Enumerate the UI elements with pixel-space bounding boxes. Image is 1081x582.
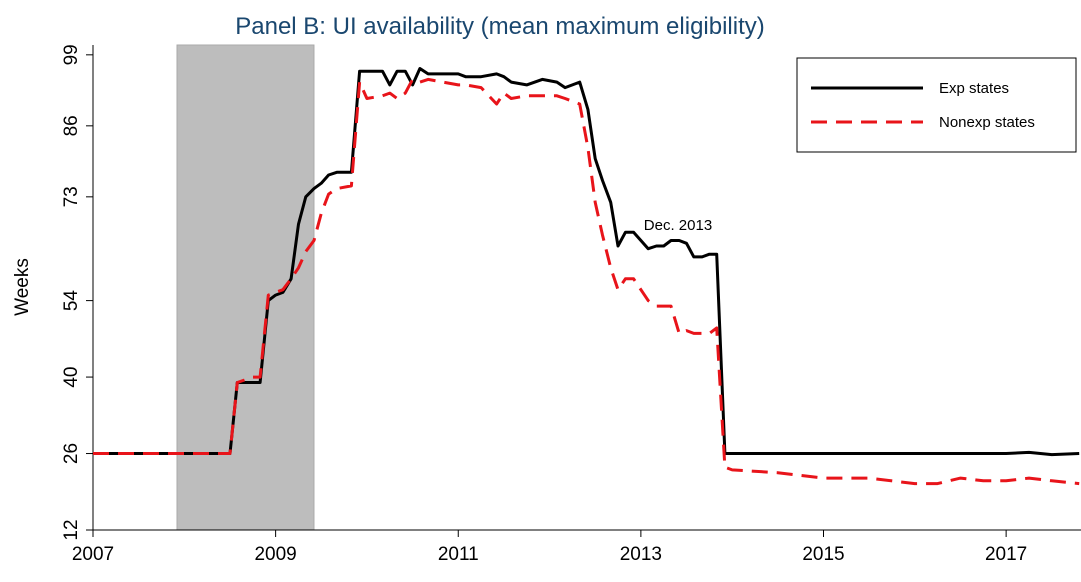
y-axis-label: Weeks bbox=[12, 258, 33, 316]
annotation: Dec. 2013 bbox=[644, 217, 712, 234]
y-tick-label: 40 bbox=[61, 367, 82, 388]
y-tick-label: 73 bbox=[61, 186, 82, 207]
series-line bbox=[93, 77, 1080, 486]
y-tick-label: 12 bbox=[61, 519, 82, 540]
x-tick-label: 2009 bbox=[254, 544, 296, 565]
legend-label: Nonexp states bbox=[939, 114, 1035, 131]
x-tick-label: 2007 bbox=[72, 544, 114, 565]
y-tick-label: 86 bbox=[61, 115, 82, 136]
legend-label: Exp states bbox=[939, 80, 1009, 97]
chart-title: Panel B: UI availability (mean maximum e… bbox=[235, 13, 765, 40]
shaded-region bbox=[176, 44, 315, 531]
x-tick-label: 2017 bbox=[985, 544, 1027, 565]
y-tick-label: 26 bbox=[61, 443, 82, 464]
legend-box bbox=[796, 57, 1077, 153]
x-tick-label: 2015 bbox=[802, 544, 844, 565]
y-tick-label: 99 bbox=[61, 44, 82, 65]
y-tick-label: 54 bbox=[61, 290, 82, 312]
series-line bbox=[93, 67, 1080, 457]
x-tick-label: 2013 bbox=[620, 544, 662, 565]
x-tick-label: 2011 bbox=[438, 544, 479, 565]
